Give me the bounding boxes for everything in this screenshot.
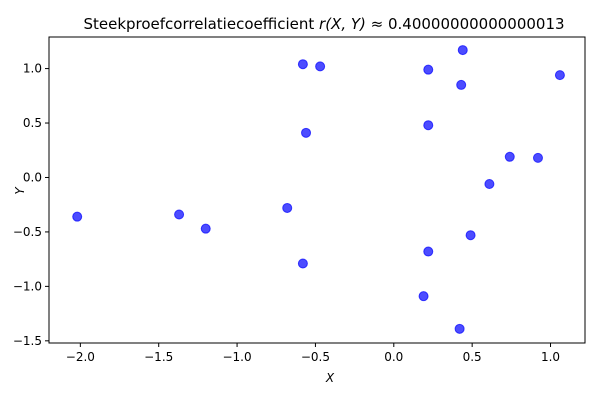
data-point-14 [418, 291, 429, 302]
data-point-17 [484, 179, 495, 190]
data-point-3 [200, 223, 211, 234]
data-point-12 [423, 120, 434, 131]
plot-frame [48, 36, 586, 344]
y-tick-label: −0.5 [13, 225, 42, 239]
y-tick-label: 1.0 [23, 62, 42, 76]
data-point-5 [297, 59, 308, 70]
chart-title-prefix: Steekproefcorrelatiecoefficient [83, 15, 319, 33]
data-point-7 [301, 127, 312, 138]
x-tick-label: 0.0 [384, 350, 403, 364]
data-point-9 [423, 64, 434, 75]
data-point-20 [554, 70, 565, 81]
data-point-16 [465, 230, 476, 241]
y-axis-label: Y [13, 186, 27, 195]
data-point-10 [457, 45, 468, 56]
x-tick-label: 0.5 [463, 350, 482, 364]
data-point-18 [504, 151, 515, 162]
y-tick-label: −1.0 [13, 279, 42, 293]
points-layer [72, 45, 565, 334]
x-tick-label: −2.0 [66, 350, 95, 364]
x-axis-ticks: −2.0 −1.5 −1.0 −0.5 0.0 0.5 1.0 [66, 343, 560, 364]
x-tick-label: 1.0 [541, 350, 560, 364]
x-tick-label: −1.5 [144, 350, 173, 364]
x-tick-label: −1.0 [222, 350, 251, 364]
chart-title-suffix: ≈ 0.40000000000000013 [366, 15, 565, 33]
y-tick-label: 0.0 [23, 170, 42, 184]
y-axis-ticks: −1.5 −1.0 −0.5 0.0 0.5 1.0 [13, 62, 49, 348]
data-point-6 [315, 61, 326, 72]
data-point-15 [454, 323, 465, 334]
data-point-11 [456, 79, 467, 90]
x-tick-label: −0.5 [301, 350, 330, 364]
x-axis-label: X [325, 371, 335, 385]
chart-title-math: r(X, Y) [319, 15, 366, 33]
y-tick-label: 0.5 [23, 116, 42, 130]
chart-title: Steekproefcorrelatiecoefficient r(X, Y) … [83, 15, 564, 33]
data-point-1 [72, 211, 83, 222]
data-point-4 [282, 202, 293, 213]
data-point-19 [532, 152, 543, 163]
data-point-8 [297, 258, 308, 269]
data-point-2 [174, 209, 185, 220]
data-point-13 [423, 246, 434, 257]
y-tick-label: −1.5 [13, 334, 42, 348]
